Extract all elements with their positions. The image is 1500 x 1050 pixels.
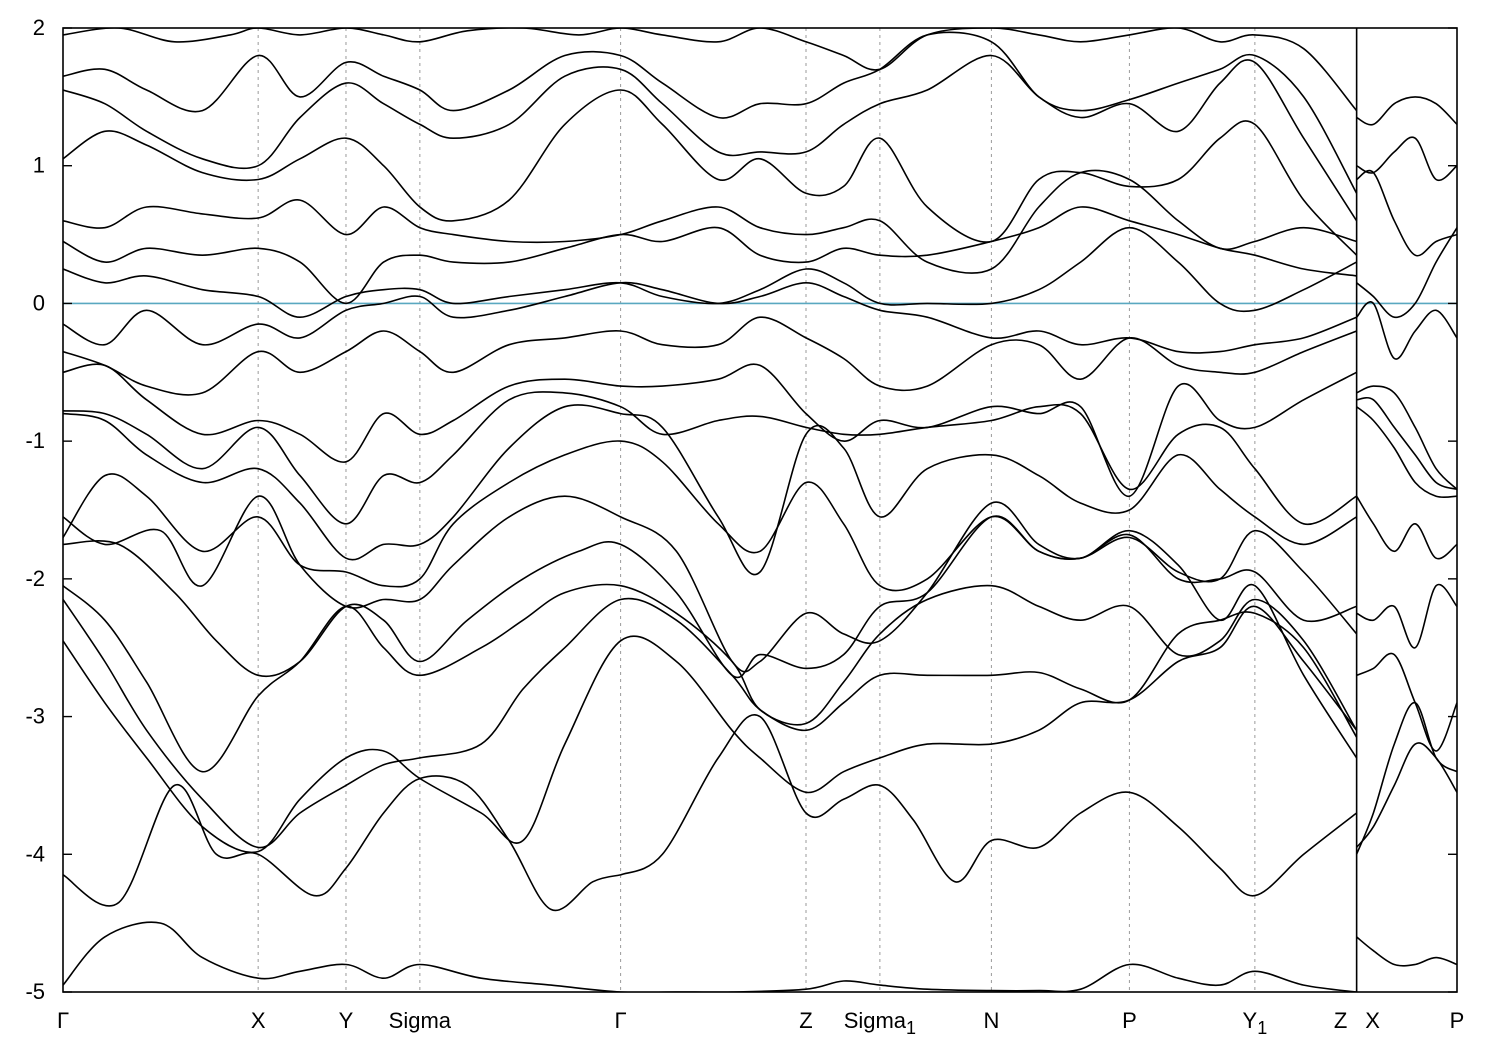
band-line-0 [63, 921, 1357, 992]
band-line-14 [63, 226, 1357, 318]
band-line-31 [1356, 227, 1457, 319]
y-tick-label: -4 [25, 841, 45, 866]
kpoint-label: Y [339, 1008, 354, 1033]
kpoint-label: X [1365, 1008, 1380, 1033]
band-line-12 [63, 316, 1357, 396]
band-line-2 [620, 714, 1358, 897]
kpoint-label: Sigma1 [844, 1008, 916, 1038]
band-line-33 [1356, 136, 1457, 182]
y-tick-label: 0 [33, 290, 45, 315]
kpoint-label: P [1122, 1008, 1137, 1033]
band-line-10 [63, 391, 1358, 526]
band-line-29 [1356, 385, 1457, 490]
kpoint-label: Γ [57, 1008, 69, 1033]
kpoint-label: Z [799, 1008, 812, 1033]
band-line-34 [1356, 96, 1457, 126]
x-axis-symmetry-labels: Γ X Y Sigma Γ Z Sigma1 N P Y1 Z X P [57, 1008, 1464, 1038]
band-line-25 [1356, 583, 1457, 649]
kpoint-label: Sigma [389, 1008, 452, 1033]
band-line-28 [1356, 396, 1457, 491]
y-tick-label: 1 [33, 153, 45, 178]
kpoint-label: P [1450, 1008, 1465, 1033]
kpoint-label-subscript: 1 [906, 1018, 916, 1038]
plot-frame [62, 27, 1458, 993]
band-line-18 [63, 54, 1358, 222]
band-line-22 [1355, 742, 1457, 848]
band-line-23 [1355, 702, 1457, 855]
band-line-24 [1356, 652, 1457, 752]
kpoint-label: Γ [615, 1008, 627, 1033]
band-line-27 [1356, 406, 1457, 499]
band-line-8 [63, 440, 1358, 635]
band-line-6 [63, 515, 1357, 679]
kpoint-label: N [983, 1008, 999, 1033]
y-axis-ticks: 2 1 0 -1 -2 -3 -4 -5 [25, 15, 1457, 1004]
kpoint-label: Y1 [1243, 1008, 1268, 1038]
band-line-4 [63, 597, 1358, 849]
band-line-32 [1356, 169, 1457, 257]
band-line-20 [63, 28, 1358, 112]
band-line-7 [63, 495, 1358, 759]
band-line-19 [63, 31, 1358, 194]
y-tick-label: -5 [25, 979, 45, 1004]
band-line-15 [63, 206, 1357, 305]
kpoint-label: X [251, 1008, 266, 1033]
band-line-30 [1355, 301, 1457, 360]
band-line-11 [63, 363, 1357, 497]
band-line-26 [1355, 495, 1457, 560]
band-line-16 [63, 169, 1357, 274]
y-tick-label: -1 [25, 428, 45, 453]
band-line-5 [63, 583, 1358, 773]
band-series-group [63, 28, 1457, 992]
kpoint-label-subscript: 1 [1257, 1018, 1267, 1038]
high-symmetry-gridlines [257, 28, 1358, 992]
band-line-17 [63, 89, 1358, 256]
band-line-21 [1356, 936, 1457, 967]
y-tick-label: -2 [25, 566, 45, 591]
kpoint-label: Z [1334, 1008, 1347, 1033]
band-line-3 [63, 605, 1358, 854]
band-line-13 [63, 281, 1357, 354]
band-line-1 [63, 775, 621, 912]
y-tick-label: 2 [33, 15, 45, 40]
band-line-9 [63, 404, 1357, 576]
y-tick-label: -3 [25, 704, 45, 729]
